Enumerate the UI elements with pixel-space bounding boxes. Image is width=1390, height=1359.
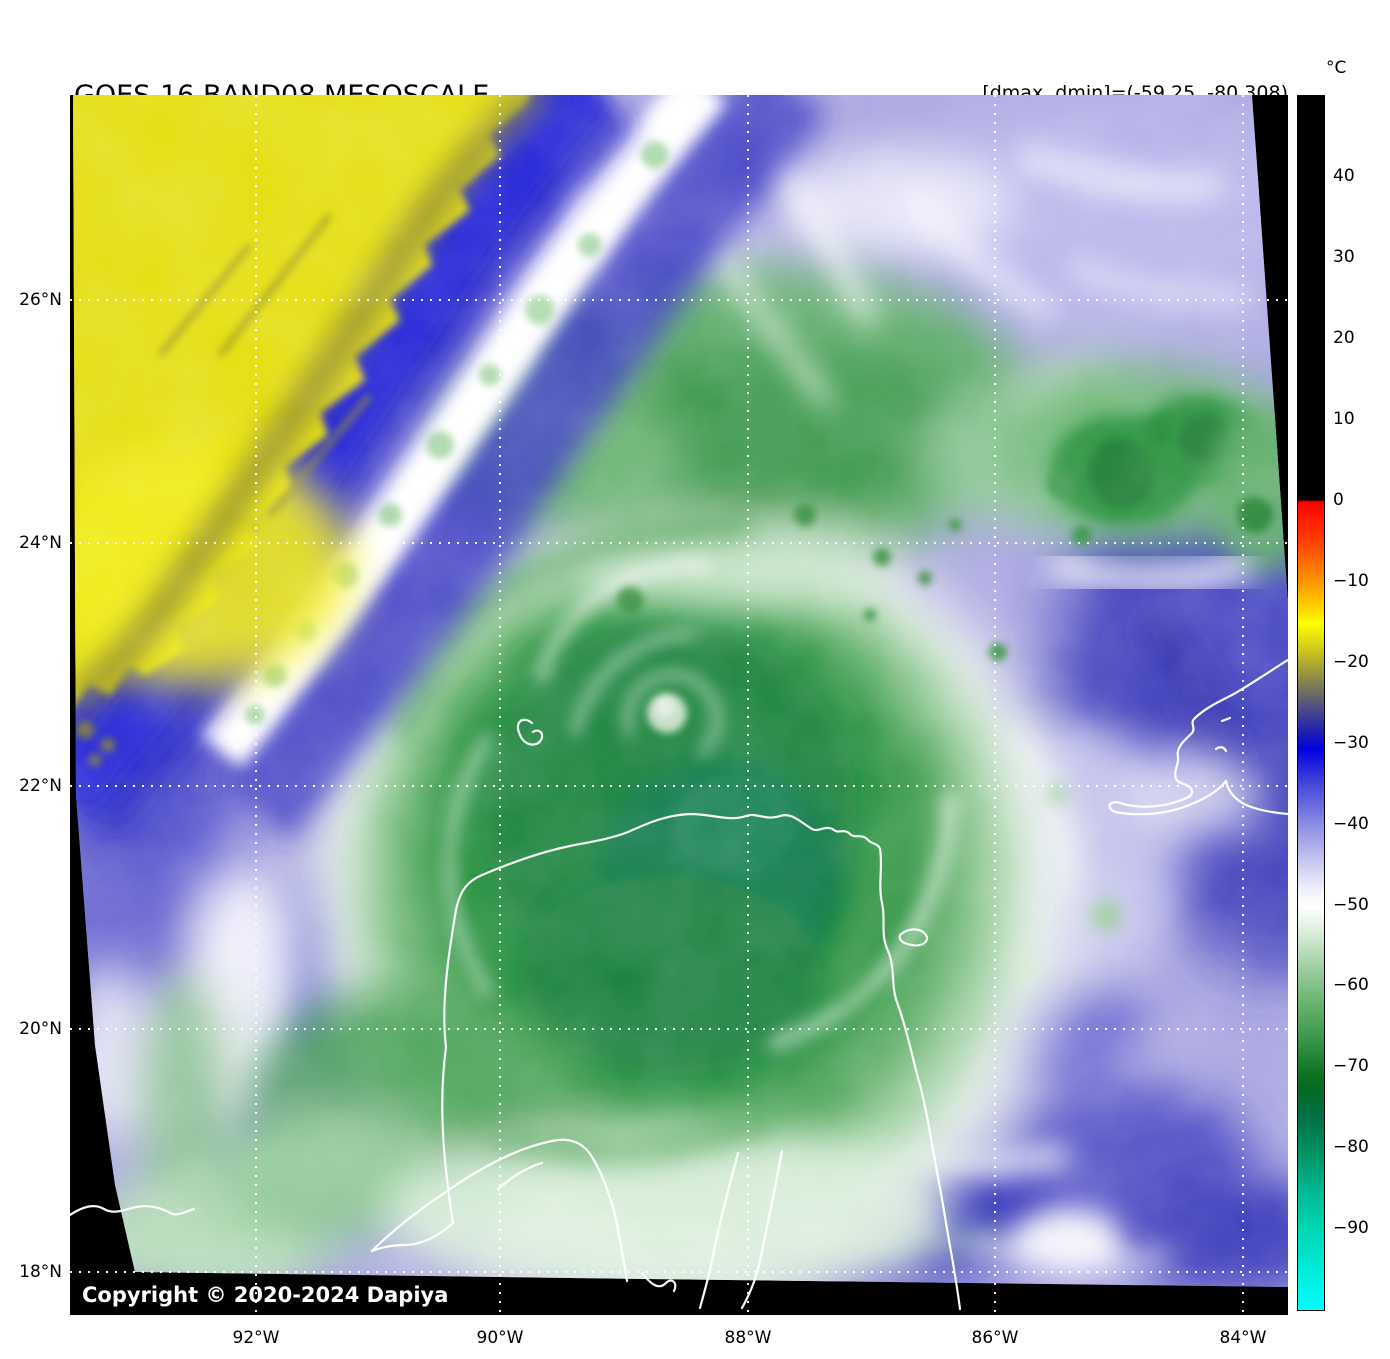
lon-tick-label: 88°W xyxy=(724,1328,772,1348)
map-plot-area: Copyright © 2020-2024 Dapiya xyxy=(70,95,1288,1315)
colorbar-tick: −70 xyxy=(1333,1056,1369,1076)
lon-tick-label: 86°W xyxy=(971,1328,1019,1348)
lat-tick-label: 26°N xyxy=(19,290,62,310)
coastlines xyxy=(70,658,1288,1311)
colorbar-tick: −90 xyxy=(1333,1218,1369,1238)
lon-tick-label: 84°W xyxy=(1219,1328,1267,1348)
colorbar-tick: −30 xyxy=(1333,733,1369,753)
satellite-image xyxy=(70,95,1288,1315)
colorbar-tick: −10 xyxy=(1333,571,1369,591)
colorbar-tick: 0 xyxy=(1333,490,1344,510)
colorbar-unit-label: °C xyxy=(1326,58,1347,78)
copyright-watermark: Copyright © 2020-2024 Dapiya xyxy=(82,1283,449,1307)
lat-tick-label: 18°N xyxy=(19,1262,62,1282)
colorbar-tick: −80 xyxy=(1333,1137,1369,1157)
colorbar-tick: −60 xyxy=(1333,975,1369,995)
colorbar-tick: 20 xyxy=(1333,328,1355,348)
lat-tick-label: 24°N xyxy=(19,533,62,553)
lon-tick-label: 90°W xyxy=(476,1328,524,1348)
colorbar-tick: 30 xyxy=(1333,247,1355,267)
colorbar-tick: −50 xyxy=(1333,895,1369,915)
colorbar-tick: 10 xyxy=(1333,409,1355,429)
lat-tick-label: 20°N xyxy=(19,1019,62,1039)
lon-tick-label: 92°W xyxy=(232,1328,280,1348)
colorbar-tick: −20 xyxy=(1333,652,1369,672)
temperature-colorbar xyxy=(1297,95,1325,1311)
colorbar-tick: −40 xyxy=(1333,814,1369,834)
data-swath xyxy=(73,95,1288,1287)
lat-tick-label: 22°N xyxy=(19,776,62,796)
colorbar-tick: 40 xyxy=(1333,166,1355,186)
